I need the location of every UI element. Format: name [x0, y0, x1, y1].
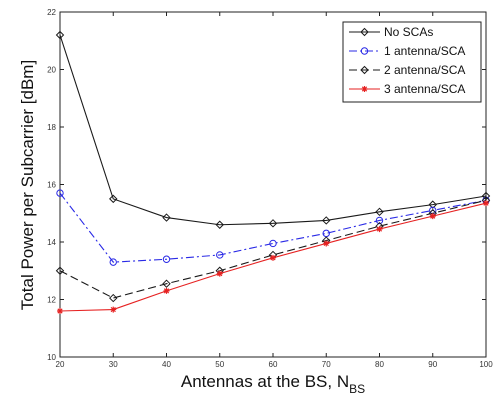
data-point	[360, 47, 369, 55]
y-tick-label: 14	[47, 238, 56, 247]
y-axis-title: Total Power per Subcarrier [dBm]	[18, 60, 37, 310]
legend-label: 2 antenna/SCA	[384, 63, 465, 77]
data-point	[360, 27, 369, 37]
data-point	[109, 293, 118, 303]
data-point	[56, 189, 64, 197]
y-axis-ticks: 10 12 14 16 18 20 22	[47, 8, 486, 362]
data-point	[360, 65, 369, 75]
series-line	[59, 34, 487, 226]
data-point	[429, 213, 436, 220]
data-point	[483, 200, 489, 207]
data-point	[375, 216, 384, 225]
data-point	[162, 213, 171, 222]
data-point	[376, 226, 383, 233]
x-tick-label: 20	[56, 360, 65, 369]
data-point	[322, 216, 331, 225]
legend-label: No SCAs	[384, 25, 433, 39]
x-tick-label: 80	[375, 360, 384, 369]
data-point	[268, 219, 278, 228]
series-0	[55, 30, 491, 229]
legend-label: 3 antenna/SCA	[384, 82, 465, 96]
data-point	[375, 207, 384, 217]
y-tick-label: 16	[47, 181, 56, 190]
data-point	[216, 251, 224, 259]
data-point	[55, 266, 65, 275]
x-axis-title: Antennas at the BS, NBS	[181, 372, 365, 396]
x-axis-title-subscript: BS	[349, 382, 365, 396]
series-2	[55, 196, 491, 303]
data-point	[162, 279, 171, 288]
series-3	[57, 200, 489, 314]
x-tick-label: 70	[322, 360, 331, 369]
x-tick-label: 30	[109, 360, 118, 369]
series-layer	[55, 30, 491, 314]
data-point	[109, 194, 118, 204]
data-point	[481, 191, 491, 201]
x-axis-ticks: 20 30 40 50 60 70 80 90 100	[56, 12, 493, 369]
series-line	[59, 199, 487, 299]
legend: No SCAs 1 antenna/SCA 2 antenna/SCA 3 anten…	[342, 21, 482, 103]
y-tick-label: 10	[47, 353, 56, 362]
data-point	[323, 240, 330, 247]
y-tick-label: 20	[47, 66, 56, 75]
data-point	[162, 255, 171, 263]
data-point	[110, 306, 117, 313]
data-point	[216, 270, 223, 277]
data-point	[361, 86, 368, 92]
x-tick-label: 40	[162, 360, 171, 369]
x-tick-label: 60	[269, 360, 278, 369]
y-tick-label: 12	[47, 296, 56, 305]
data-point	[109, 258, 117, 266]
data-point	[269, 239, 277, 248]
x-tick-label: 50	[215, 360, 224, 369]
x-tick-label: 90	[428, 360, 437, 369]
data-point	[55, 30, 65, 40]
y-tick-label: 18	[47, 123, 56, 132]
x-axis-title-main: Antennas at the BS, N	[181, 372, 349, 391]
data-point	[57, 308, 63, 314]
y-tick-label: 22	[47, 8, 56, 17]
data-point	[428, 200, 437, 209]
data-point	[215, 220, 224, 229]
data-point	[270, 254, 276, 261]
x-tick-label: 100	[479, 360, 493, 369]
legend-label: 1 antenna/SCA	[384, 44, 465, 58]
data-point	[163, 287, 170, 294]
